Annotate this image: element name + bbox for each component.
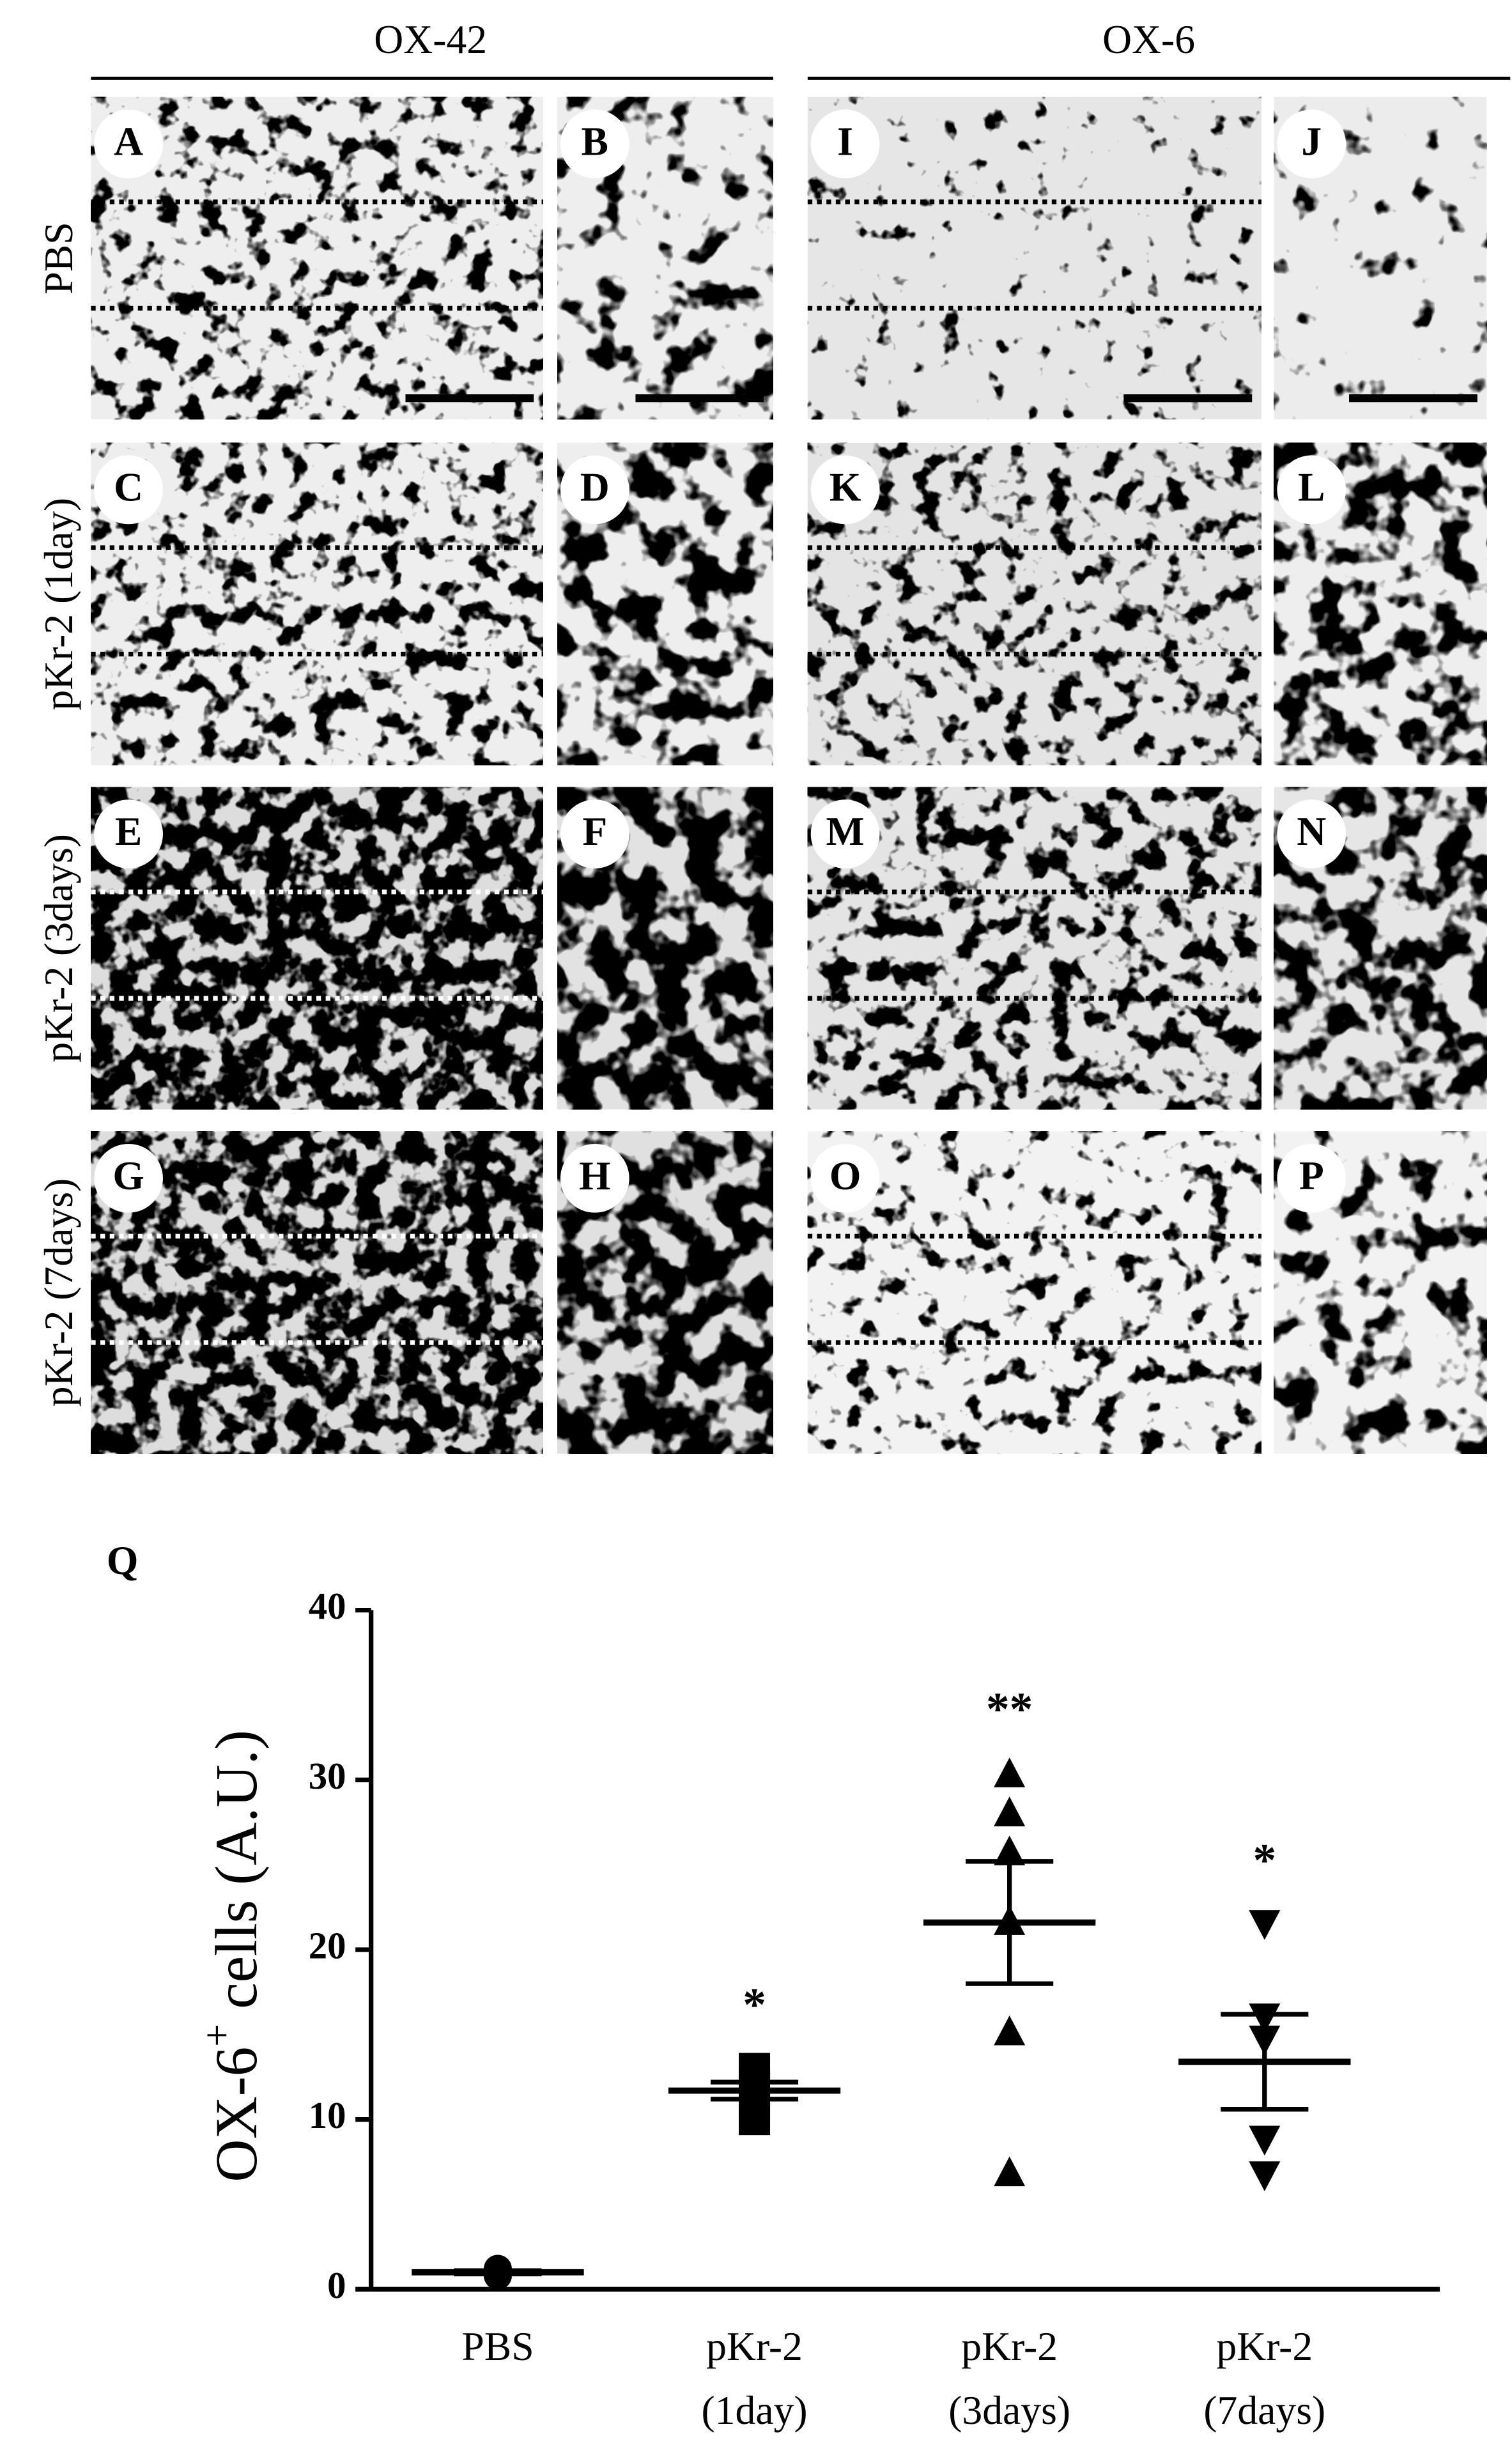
panel-label: C xyxy=(114,464,143,509)
label-badge xyxy=(560,455,629,525)
scale-bar xyxy=(1123,394,1253,403)
data-point xyxy=(994,1835,1026,1865)
x-tick-label: pKr-2 (7days) xyxy=(1203,2323,1325,2432)
label-badge xyxy=(1277,109,1346,179)
significance: * xyxy=(743,1978,766,2030)
label-badge xyxy=(94,109,163,179)
panel-label: O xyxy=(829,1153,861,1198)
data-point xyxy=(994,1796,1026,1826)
y-tick-label: 10 xyxy=(309,2095,346,2136)
panel-label: G xyxy=(112,1153,144,1198)
label-badge xyxy=(1277,1143,1346,1213)
panel-label: D xyxy=(580,464,610,509)
panel-label: H xyxy=(579,1153,611,1198)
column-header: OX-42 xyxy=(374,17,487,62)
panel-label: I xyxy=(837,118,853,164)
panel-label: N xyxy=(1297,808,1326,854)
x-tick-label: pKr-2 (1day) xyxy=(701,2323,807,2432)
micrograph-texture xyxy=(91,1131,543,1454)
scale-bar xyxy=(635,394,764,403)
x-tick-label: pKr-2 (3days) xyxy=(948,2323,1070,2432)
label-badge xyxy=(560,1143,629,1213)
error-bar xyxy=(966,1859,1054,1986)
error-bar xyxy=(454,2268,542,2277)
label-badge xyxy=(560,799,629,868)
data-point xyxy=(994,2016,1026,2046)
scale-bar xyxy=(405,394,534,403)
data-point xyxy=(994,2156,1026,2187)
row-label: PBS xyxy=(36,222,81,294)
panel-label: M xyxy=(826,808,865,854)
micrograph-texture xyxy=(91,442,543,766)
panel-label: B xyxy=(582,118,608,164)
row-label: pKr-2 (1day) xyxy=(36,498,81,711)
data-point xyxy=(1249,2161,1281,2191)
data-point xyxy=(1249,1910,1281,1940)
panel-label: P xyxy=(1299,1153,1324,1198)
y-tick-label: 30 xyxy=(309,1755,346,1797)
y-axis-label: OX-6+ cells (A.U.) xyxy=(194,1730,270,2182)
label-badge xyxy=(560,109,629,179)
micrograph-texture xyxy=(91,96,543,420)
panel-label: A xyxy=(114,118,143,164)
label-badge xyxy=(1277,455,1346,525)
panel-label: Q xyxy=(107,1538,139,1583)
panel-label: K xyxy=(829,464,861,509)
micrograph-texture xyxy=(807,787,1261,1110)
y-tick-label: 20 xyxy=(309,1925,346,1966)
panel-label: E xyxy=(115,808,142,854)
label-badge xyxy=(810,109,880,179)
panel-label: L xyxy=(1298,464,1325,509)
data-point xyxy=(739,2104,771,2136)
y-axis-label-sup: + xyxy=(194,2024,239,2047)
label-badge xyxy=(810,799,880,868)
label-badge xyxy=(810,1143,880,1213)
micrograph-texture xyxy=(91,787,543,1110)
panel-label: F xyxy=(582,808,607,854)
y-axis-label-part: cells (A.U.) xyxy=(204,1730,270,2024)
y-axis-label-part: OX-6 xyxy=(204,2047,270,2182)
label-badge xyxy=(810,455,880,525)
micrograph-texture xyxy=(807,1131,1261,1454)
y-tick-label: 0 xyxy=(327,2265,346,2306)
column-header: OX-6 xyxy=(1102,17,1195,62)
x-tick-label: PBS xyxy=(461,2323,534,2368)
row-label: pKr-2 (7days) xyxy=(36,1178,81,1407)
label-badge xyxy=(94,455,163,525)
label-badge xyxy=(94,799,163,868)
label-badge xyxy=(1277,799,1346,868)
data-point xyxy=(1249,2125,1281,2156)
significance: * xyxy=(1253,1834,1276,1886)
micrograph-texture xyxy=(807,442,1261,766)
y-tick-label: 40 xyxy=(309,1585,346,1627)
data-point xyxy=(994,1757,1026,1787)
error-bar xyxy=(1221,2012,1309,2112)
label-badge xyxy=(94,1143,163,1213)
significance: ** xyxy=(986,1683,1033,1734)
micrograph-texture xyxy=(807,96,1261,420)
error-bar xyxy=(710,2079,799,2102)
panel-label: J xyxy=(1301,118,1322,164)
row-label: pKr-2 (3days) xyxy=(36,834,81,1063)
scale-bar xyxy=(1349,394,1477,403)
